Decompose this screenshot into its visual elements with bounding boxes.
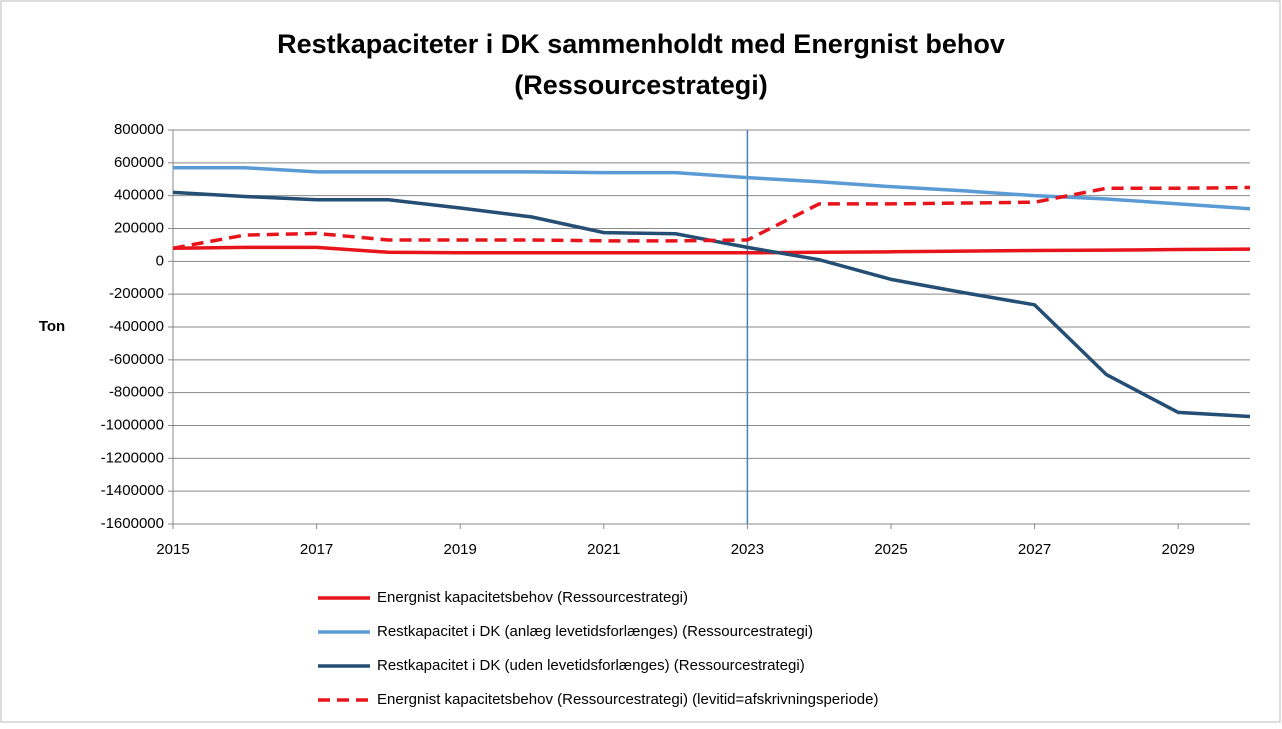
series-line [172,185,1251,250]
y-tick-label: 600000 [114,154,164,171]
legend-label: Energnist kapacitetsbehov (Ressourcestra… [377,589,688,606]
legend-label: Energnist kapacitetsbehov (Ressourcestra… [377,691,879,708]
y-tick-label: -1600000 [101,515,164,532]
series-line [172,245,1251,255]
x-tick-label: 2027 [1018,541,1051,558]
y-tick-label: -1400000 [101,482,164,499]
y-tick-label: 0 [156,252,164,269]
x-tick-label: 2021 [587,541,620,558]
y-tick-label: -400000 [109,318,164,335]
y-tick-label: -1000000 [101,416,164,433]
x-tick-label: 2015 [156,541,189,558]
x-tick-label: 2025 [874,541,907,558]
y-axis-label: Ton [39,318,65,335]
x-tick-label: 2017 [300,541,333,558]
y-tick-label: 800000 [114,121,164,138]
legend-label: Restkapacitet i DK (anlæg levetidsforlæn… [377,623,813,640]
chart-title: (Ressourcestrategi) [514,70,768,100]
y-tick-label: -1200000 [101,449,164,466]
x-tick-label: 2023 [731,541,764,558]
x-tick-label: 2019 [444,541,477,558]
y-tick-label: -200000 [109,285,164,302]
series-line [173,166,1251,211]
y-tick-label: 400000 [114,187,164,204]
y-tick-label: -800000 [109,384,164,401]
chart-title: Restkapaciteter i DK sammenholdt med Ene… [277,29,1005,59]
y-tick-label: 200000 [114,219,164,236]
x-tick-label: 2029 [1162,541,1195,558]
y-tick-label: -600000 [109,351,164,368]
legend-label: Restkapacitet i DK (uden levetidsforlæng… [377,657,805,674]
